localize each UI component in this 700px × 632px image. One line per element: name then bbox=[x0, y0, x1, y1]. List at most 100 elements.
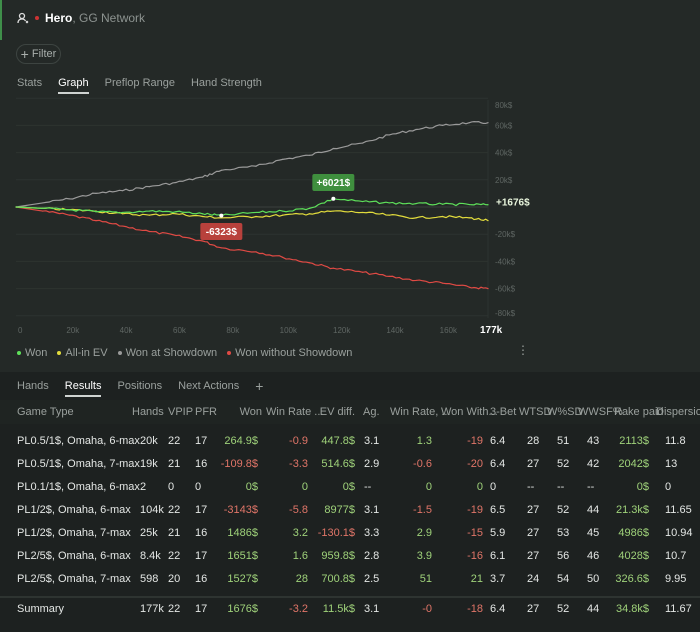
game-type-cell: PL1/2$, Omaha, 6-max bbox=[17, 504, 131, 516]
table-cell: 51 bbox=[419, 573, 432, 585]
table-cell: 0 bbox=[168, 481, 175, 493]
data-point bbox=[42, 210, 44, 212]
table-cell: 6.1 bbox=[490, 550, 506, 562]
series-line-won-at-showdown bbox=[15, 121, 489, 208]
data-point bbox=[95, 192, 97, 194]
tab-preflop-range[interactable]: Preflop Range bbox=[104, 77, 175, 89]
table-cell: -0 bbox=[422, 603, 432, 615]
table-cell: 6.4 bbox=[490, 458, 506, 470]
x-tick-label: 100k bbox=[280, 326, 298, 335]
table-cell: 959.8$ bbox=[321, 550, 355, 562]
legend-item[interactable]: Won bbox=[17, 347, 47, 359]
data-point bbox=[362, 142, 364, 144]
table-cell: 6.4 bbox=[490, 603, 506, 615]
data-point bbox=[442, 203, 444, 205]
add-tab-button[interactable]: + bbox=[255, 378, 264, 394]
data-point bbox=[202, 213, 204, 215]
data-point bbox=[468, 217, 470, 219]
column-header: Won bbox=[239, 406, 262, 418]
data-point bbox=[362, 211, 364, 214]
data-point bbox=[332, 267, 334, 269]
game-type-cell: PL0.5/1$, Omaha, 6-max bbox=[17, 435, 140, 447]
table-cell: 16 bbox=[195, 458, 208, 470]
data-point bbox=[42, 202, 44, 204]
legend-item[interactable]: Won at Showdown bbox=[117, 347, 218, 359]
data-point bbox=[220, 169, 222, 171]
legend-dot-icon bbox=[57, 351, 62, 356]
table-cell: 3.3 bbox=[364, 527, 380, 539]
table-cell: 2.5 bbox=[364, 573, 380, 585]
data-point bbox=[122, 190, 124, 192]
y-tick-label: -20k$ bbox=[495, 230, 516, 239]
data-point bbox=[122, 213, 124, 215]
data-point bbox=[308, 262, 310, 264]
legend-dot-icon bbox=[17, 351, 21, 356]
column-header: 3-Bet bbox=[490, 406, 517, 418]
data-point bbox=[68, 209, 70, 211]
add-filter-button[interactable]: + Filter bbox=[16, 44, 61, 64]
table-cell: -1.5 bbox=[413, 504, 432, 516]
table-cell: 0 bbox=[195, 481, 202, 493]
table-cell: 11.8 bbox=[665, 435, 686, 447]
table-cell: 50 bbox=[587, 573, 600, 585]
table-cell: 5.9 bbox=[490, 527, 506, 539]
table-cell: 17 bbox=[195, 504, 208, 516]
table-cell: 4986$ bbox=[618, 527, 649, 539]
legend-item[interactable]: Won without Showdown bbox=[227, 347, 352, 359]
table-cell: 46 bbox=[587, 550, 600, 562]
data-point bbox=[255, 215, 257, 218]
table-cell: 1527$ bbox=[227, 573, 258, 585]
x-tick-label: 40k bbox=[120, 326, 134, 335]
tab-hand-strength[interactable]: Hand Strength bbox=[190, 77, 262, 89]
data-point bbox=[442, 124, 444, 126]
data-point bbox=[468, 122, 470, 124]
table-cell: 3.1 bbox=[364, 504, 380, 516]
table-cell: 264.9$ bbox=[224, 435, 258, 447]
data-point bbox=[308, 207, 310, 209]
filter-label: Filter bbox=[31, 48, 57, 60]
column-header: Won With... bbox=[441, 406, 498, 418]
active-indicator bbox=[0, 0, 2, 40]
column-header: Win Rate, ... bbox=[390, 406, 451, 418]
more-options-icon[interactable]: ⋮ bbox=[517, 343, 529, 357]
data-point bbox=[15, 206, 17, 208]
bottom-tabs: Hands Results Positions Next Actions + bbox=[17, 378, 264, 397]
tab-results[interactable]: Results bbox=[64, 380, 102, 397]
table-cell: 22 bbox=[168, 603, 181, 615]
tab-hands[interactable]: Hands bbox=[17, 380, 49, 392]
column-header: Hands bbox=[132, 406, 164, 418]
column-header: PFR bbox=[195, 406, 217, 418]
table-cell: 16 bbox=[195, 573, 208, 585]
status-dot bbox=[35, 16, 39, 20]
table-cell: 56 bbox=[557, 550, 570, 562]
data-point bbox=[148, 230, 150, 233]
table-cell: 21.3k$ bbox=[615, 504, 649, 516]
table-cell: 8977$ bbox=[324, 504, 355, 516]
data-point bbox=[175, 181, 177, 184]
table-cell: 6.4 bbox=[490, 435, 506, 447]
data-point bbox=[255, 165, 257, 167]
x-tick-label: 20k bbox=[66, 326, 80, 335]
table-cell: -- bbox=[527, 481, 535, 493]
data-point bbox=[468, 203, 470, 206]
table-cell: 54 bbox=[557, 573, 570, 585]
table-cell: 2042$ bbox=[618, 458, 649, 470]
legend-label: Won at Showdown bbox=[125, 347, 218, 359]
tab-stats[interactable]: Stats bbox=[17, 77, 43, 89]
max-value-badge bbox=[312, 174, 355, 191]
table-cell: -- bbox=[364, 481, 372, 493]
legend-item[interactable]: All-in EV bbox=[57, 347, 108, 359]
tab-positions[interactable]: Positions bbox=[117, 380, 163, 392]
table-cell: 2113$ bbox=[619, 435, 649, 447]
column-header: Game Type bbox=[17, 406, 74, 418]
table-cell: 25k bbox=[140, 527, 158, 539]
tab-next-actions[interactable]: Next Actions bbox=[178, 380, 240, 392]
data-point bbox=[202, 215, 204, 218]
x-tick-label: 140k bbox=[386, 326, 404, 335]
tab-graph[interactable]: Graph bbox=[58, 77, 89, 94]
table-cell: -- bbox=[557, 481, 565, 493]
table-cell: 3.1 bbox=[364, 603, 380, 615]
table-cell: 22 bbox=[168, 435, 181, 447]
data-point bbox=[95, 211, 97, 213]
min-marker bbox=[219, 213, 224, 218]
